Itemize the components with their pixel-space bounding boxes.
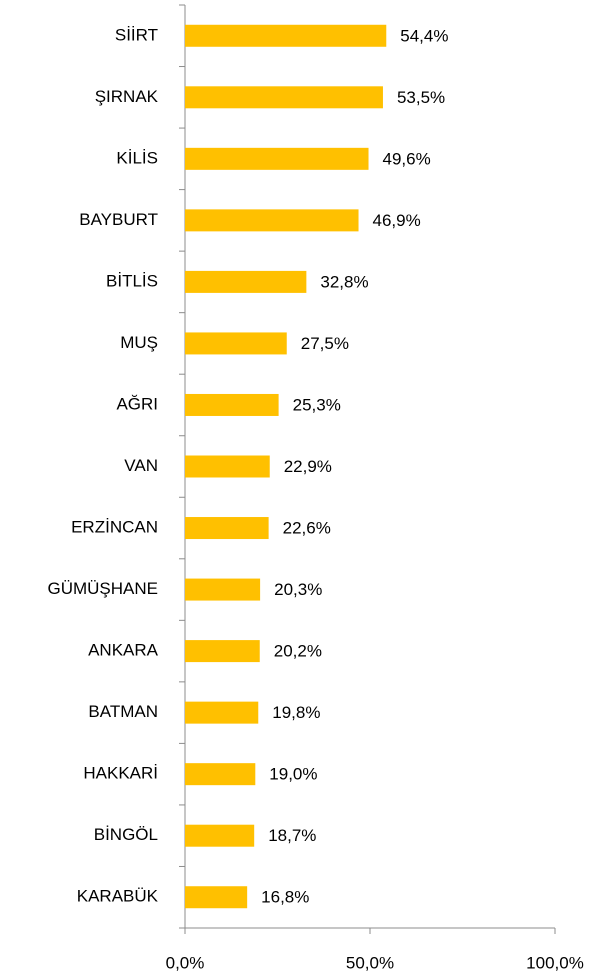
value-label: 53,5% (397, 88, 445, 107)
value-label: 16,8% (261, 888, 309, 907)
x-tick-label: 0,0% (166, 953, 205, 972)
value-label: 22,6% (283, 519, 331, 538)
bar (185, 763, 256, 786)
bar (185, 332, 287, 355)
value-label: 54,4% (400, 26, 448, 45)
category-label: ŞIRNAK (95, 87, 159, 106)
bar (185, 86, 383, 109)
bar (185, 209, 359, 232)
value-label: 22,9% (284, 457, 332, 476)
value-label: 18,7% (268, 826, 316, 845)
category-label: HAKKARİ (83, 764, 158, 783)
bar (185, 393, 279, 416)
category-label: MUŞ (120, 333, 158, 352)
value-label: 46,9% (373, 211, 421, 230)
bar (185, 886, 248, 909)
x-tick-label: 100,0% (526, 953, 584, 972)
category-label: BİTLİS (106, 271, 158, 290)
value-label: 19,0% (269, 765, 317, 784)
bar (185, 640, 260, 663)
category-label: BATMAN (88, 702, 158, 721)
x-tick-label: 50,0% (346, 953, 394, 972)
bar (185, 578, 261, 601)
category-label: KİLİS (116, 148, 158, 167)
value-label: 20,2% (274, 642, 322, 661)
category-label: BAYBURT (79, 210, 158, 229)
bar (185, 270, 307, 293)
value-label: 20,3% (274, 580, 322, 599)
value-label: 32,8% (320, 272, 368, 291)
value-label: 19,8% (272, 703, 320, 722)
bar (185, 517, 269, 540)
bar (185, 455, 270, 478)
category-label: VAN (124, 456, 158, 475)
category-label: KARABÜK (77, 887, 159, 906)
category-label: ERZİNCAN (71, 518, 158, 537)
category-label: GÜMÜŞHANE (47, 579, 158, 598)
category-label: ANKARA (88, 641, 159, 660)
value-label: 25,3% (293, 395, 341, 414)
value-label: 27,5% (301, 334, 349, 353)
bar (185, 701, 259, 724)
bar (185, 147, 369, 170)
bar (185, 824, 255, 847)
bar (185, 24, 387, 47)
value-label: 49,6% (383, 149, 431, 168)
category-label: AĞRI (116, 394, 158, 413)
category-label: SİİRT (115, 25, 158, 44)
category-label: BİNGÖL (94, 825, 158, 844)
